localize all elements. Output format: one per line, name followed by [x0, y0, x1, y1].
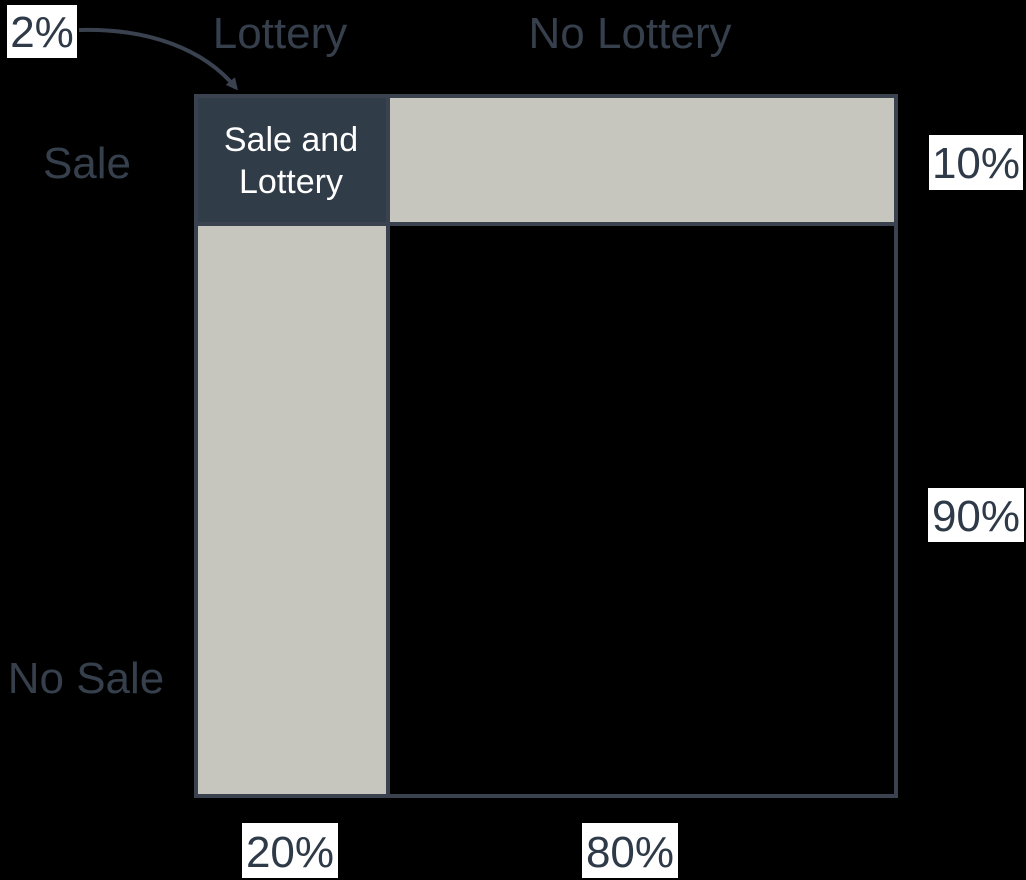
cell-no-sale-no-lottery — [388, 224, 896, 796]
pct-box-no-sale — [928, 488, 1024, 542]
pct-sale: 10% — [932, 139, 1020, 188]
intersection-label-line1: Sale and — [224, 121, 358, 159]
pct-lottery: 20% — [246, 828, 334, 877]
intersection-label-line2: Lottery — [239, 163, 343, 201]
pct-box-intersection — [7, 5, 77, 58]
pct-no-lottery: 80% — [586, 828, 674, 877]
pct-box-sale — [929, 135, 1023, 190]
cell-sale-no-lottery — [388, 96, 896, 224]
intersection-pointer-arrow — [78, 27, 238, 91]
row-header-no-sale: No Sale — [8, 654, 165, 703]
pct-box-no-lottery — [582, 823, 678, 878]
cell-sale-and-lottery — [196, 96, 388, 224]
column-header-no-lottery: No Lottery — [529, 9, 732, 58]
pct-no-sale: 90% — [932, 492, 1020, 541]
cell-no-sale-lottery — [196, 224, 388, 796]
pct-box-lottery — [242, 823, 338, 878]
diagram-border — [194, 94, 898, 798]
column-header-lottery: Lottery — [213, 9, 348, 58]
pct-intersection: 2% — [10, 8, 74, 57]
row-header-sale: Sale — [43, 139, 131, 188]
